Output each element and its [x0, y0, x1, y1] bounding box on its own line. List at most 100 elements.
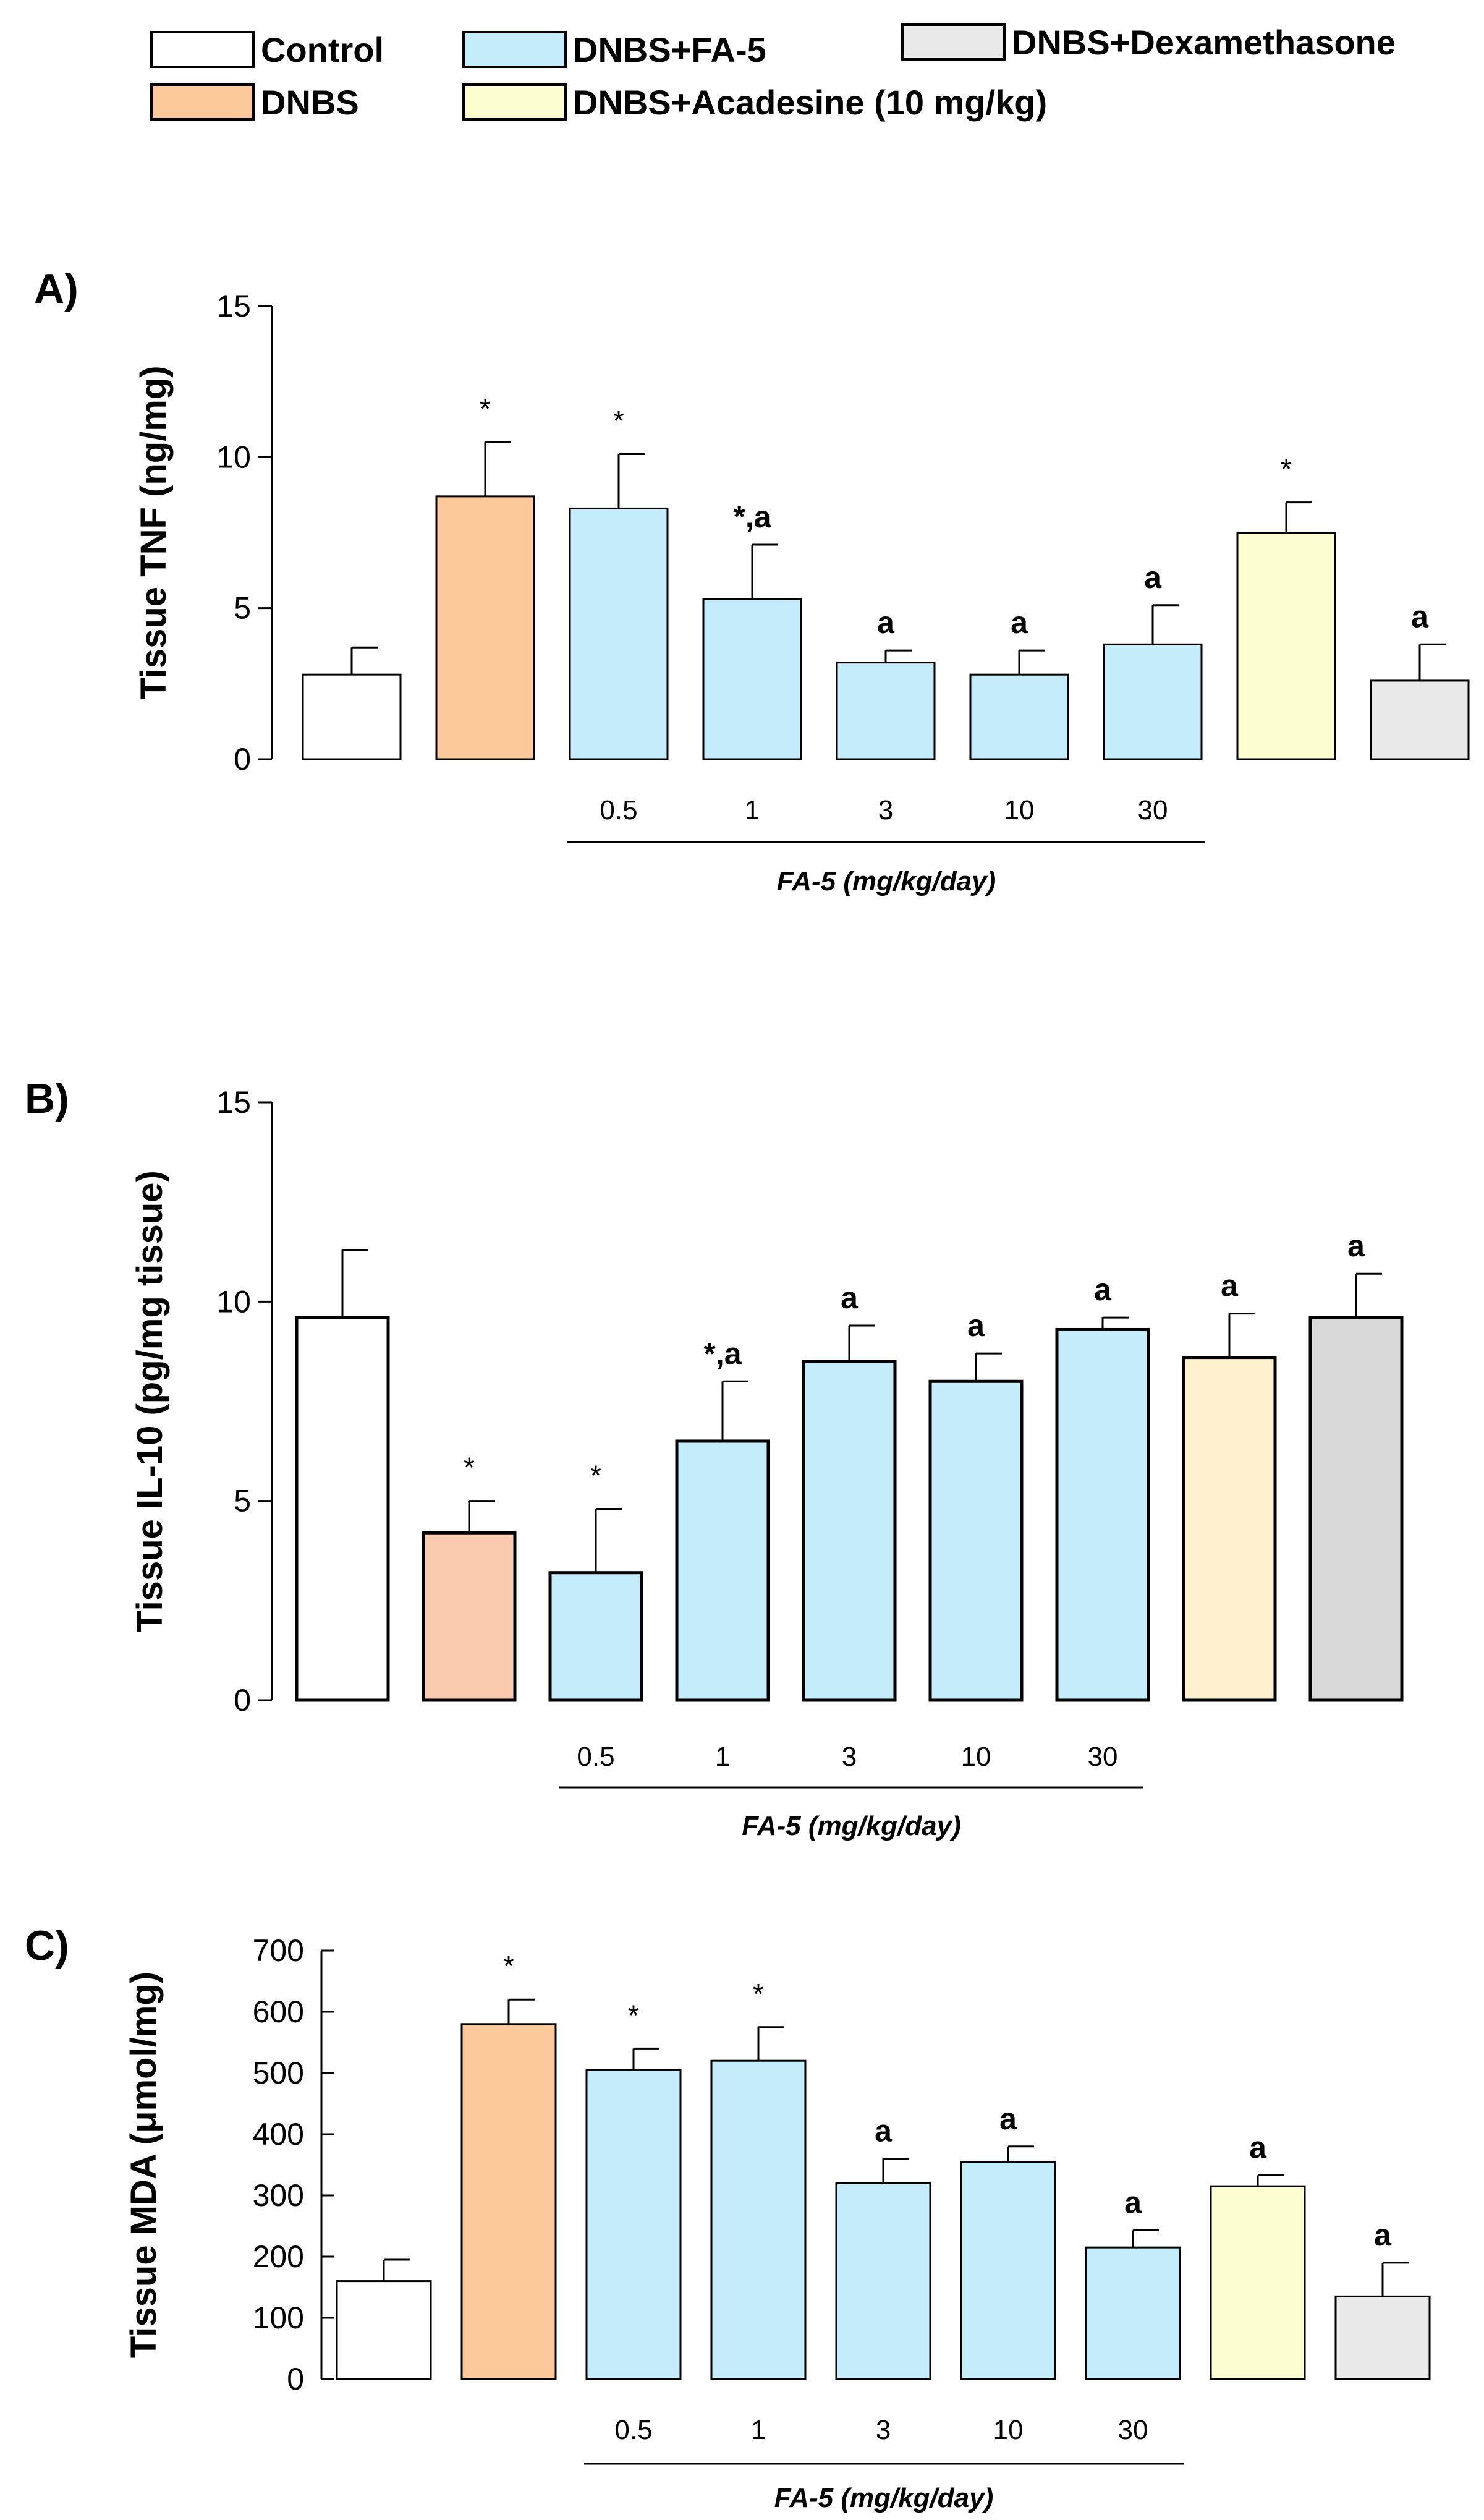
bar	[1236, 532, 1336, 760]
bar-group: *	[585, 1999, 682, 2380]
bar	[460, 2023, 557, 2380]
bar-group: a	[1085, 2185, 1181, 2380]
y-tick-label: 200	[253, 2239, 304, 2274]
significance-label: a	[1144, 560, 1162, 595]
significance-label: *,a	[733, 500, 771, 534]
y-tick-label: 5	[234, 591, 251, 626]
y-tick-label: 600	[253, 1994, 304, 2029]
bar	[928, 1379, 1024, 1702]
panel-3: C) 0 100 200 300 400 500 600 700 Tissue MDA (μmol…	[25, 1922, 1431, 2513]
y-tick-label: 0	[287, 2362, 304, 2396]
significance-label: a	[1094, 1272, 1112, 1307]
bars: * * *,a a a a a a	[295, 1228, 1404, 1702]
bar-group: *	[460, 1950, 557, 2380]
dose-labels: 0.5 1 3 10 30	[614, 2415, 1148, 2445]
legend-label: DNBS+Dexamethasone	[1012, 23, 1396, 62]
dose-label: 1	[715, 1742, 730, 1772]
significance-label: a	[1221, 1269, 1239, 1303]
bar	[548, 1571, 643, 1702]
bar	[835, 2182, 931, 2380]
significance-label: a	[875, 2114, 893, 2148]
dose-label: 30	[1088, 1742, 1118, 1772]
legend-item: DNBS+Dexamethasone	[901, 23, 1396, 62]
dose-labels: 0.5 1 3 10 30	[577, 1742, 1117, 1772]
bar-group: *	[548, 1460, 643, 1702]
bar-group	[302, 646, 402, 760]
significance-label: a	[1011, 605, 1028, 640]
significance-label: *	[590, 1460, 601, 1492]
y-tick-label: 10	[216, 1284, 251, 1319]
dose-label: 0.5	[614, 2415, 652, 2445]
bar-group: a	[1210, 2130, 1306, 2380]
y-tick-label: 0	[234, 1683, 251, 1718]
dose-label: 30	[1118, 2415, 1148, 2445]
bar	[702, 598, 802, 760]
bar	[1103, 643, 1203, 760]
panel-label: B)	[25, 1075, 69, 1122]
y-ticks: 0 5 10 15	[216, 1085, 272, 1718]
bar-group: *	[710, 1978, 807, 2380]
bar	[960, 2161, 1056, 2380]
bar	[569, 507, 669, 760]
bar-group: *	[422, 1452, 517, 1702]
bar-group: *	[435, 393, 535, 760]
group-label: FA-5 (mg/kg/day)	[777, 866, 996, 896]
bar-group: a	[1334, 2218, 1431, 2380]
bar	[1182, 1356, 1277, 1702]
significance-label: a	[967, 1308, 985, 1343]
significance-label: a	[1347, 1228, 1365, 1263]
legend-item: DNBS	[150, 83, 359, 122]
bar-group: a	[1370, 599, 1470, 760]
significance-label: a	[1249, 2130, 1267, 2165]
bar-group: a	[1182, 1269, 1277, 1702]
y-tick-label: 15	[216, 289, 251, 323]
dose-label: 3	[876, 2415, 891, 2445]
bar-group	[336, 2258, 432, 2380]
dose-label: 10	[1004, 795, 1035, 825]
significance-label: *	[503, 1950, 514, 1982]
significance-label: a	[841, 1280, 859, 1315]
y-tick-label: 400	[253, 2117, 304, 2152]
dose-label: 0.5	[577, 1742, 614, 1772]
y-tick-label: 300	[253, 2178, 304, 2213]
dose-label: 30	[1138, 795, 1168, 825]
significance-label: a	[1374, 2218, 1392, 2252]
y-tick-label: 10	[216, 440, 251, 474]
bars: * * * a a a a a	[336, 1950, 1431, 2380]
significance-label: a	[877, 605, 895, 640]
y-ticks: 0 5 10 15	[216, 289, 272, 777]
bar-group: *	[1236, 453, 1336, 760]
y-tick-label: 100	[253, 2301, 304, 2335]
legend-label: DNBS	[261, 83, 359, 122]
bar	[1055, 1327, 1150, 1702]
bar-group: a	[836, 605, 936, 760]
bar	[969, 673, 1069, 760]
significance-label: *	[753, 1978, 764, 2010]
panel-label: C)	[25, 1922, 69, 1969]
bar	[1085, 2246, 1181, 2380]
bar	[1308, 1316, 1404, 1702]
dose-label: 1	[751, 2415, 766, 2445]
bar	[1334, 2295, 1431, 2380]
significance-label: *	[613, 404, 624, 436]
bar	[1370, 679, 1470, 760]
bar	[1210, 2185, 1306, 2380]
bar	[802, 1360, 897, 1702]
panel-1: A) 0 5 10 15 Tissue TNF (ng/mg) * * *,a a a a * a 0.5 1…	[34, 265, 1470, 896]
bar	[422, 1531, 517, 1702]
bar-group: *,a	[675, 1336, 770, 1702]
y-tick-label: 500	[253, 2056, 304, 2090]
bar-group: a	[835, 2114, 931, 2380]
legend-swatch	[150, 83, 255, 121]
bar	[302, 673, 402, 760]
bar-group: a	[1308, 1228, 1404, 1702]
bar	[585, 2069, 682, 2380]
bar	[336, 2280, 432, 2380]
y-tick-label: 15	[216, 1085, 251, 1120]
legend-swatch	[901, 23, 1006, 61]
bar-group: a	[1103, 560, 1203, 760]
bar	[295, 1316, 390, 1702]
bar	[710, 2059, 807, 2380]
bar-group: a	[1055, 1272, 1150, 1702]
legend-label: DNBS+FA-5	[573, 30, 766, 69]
